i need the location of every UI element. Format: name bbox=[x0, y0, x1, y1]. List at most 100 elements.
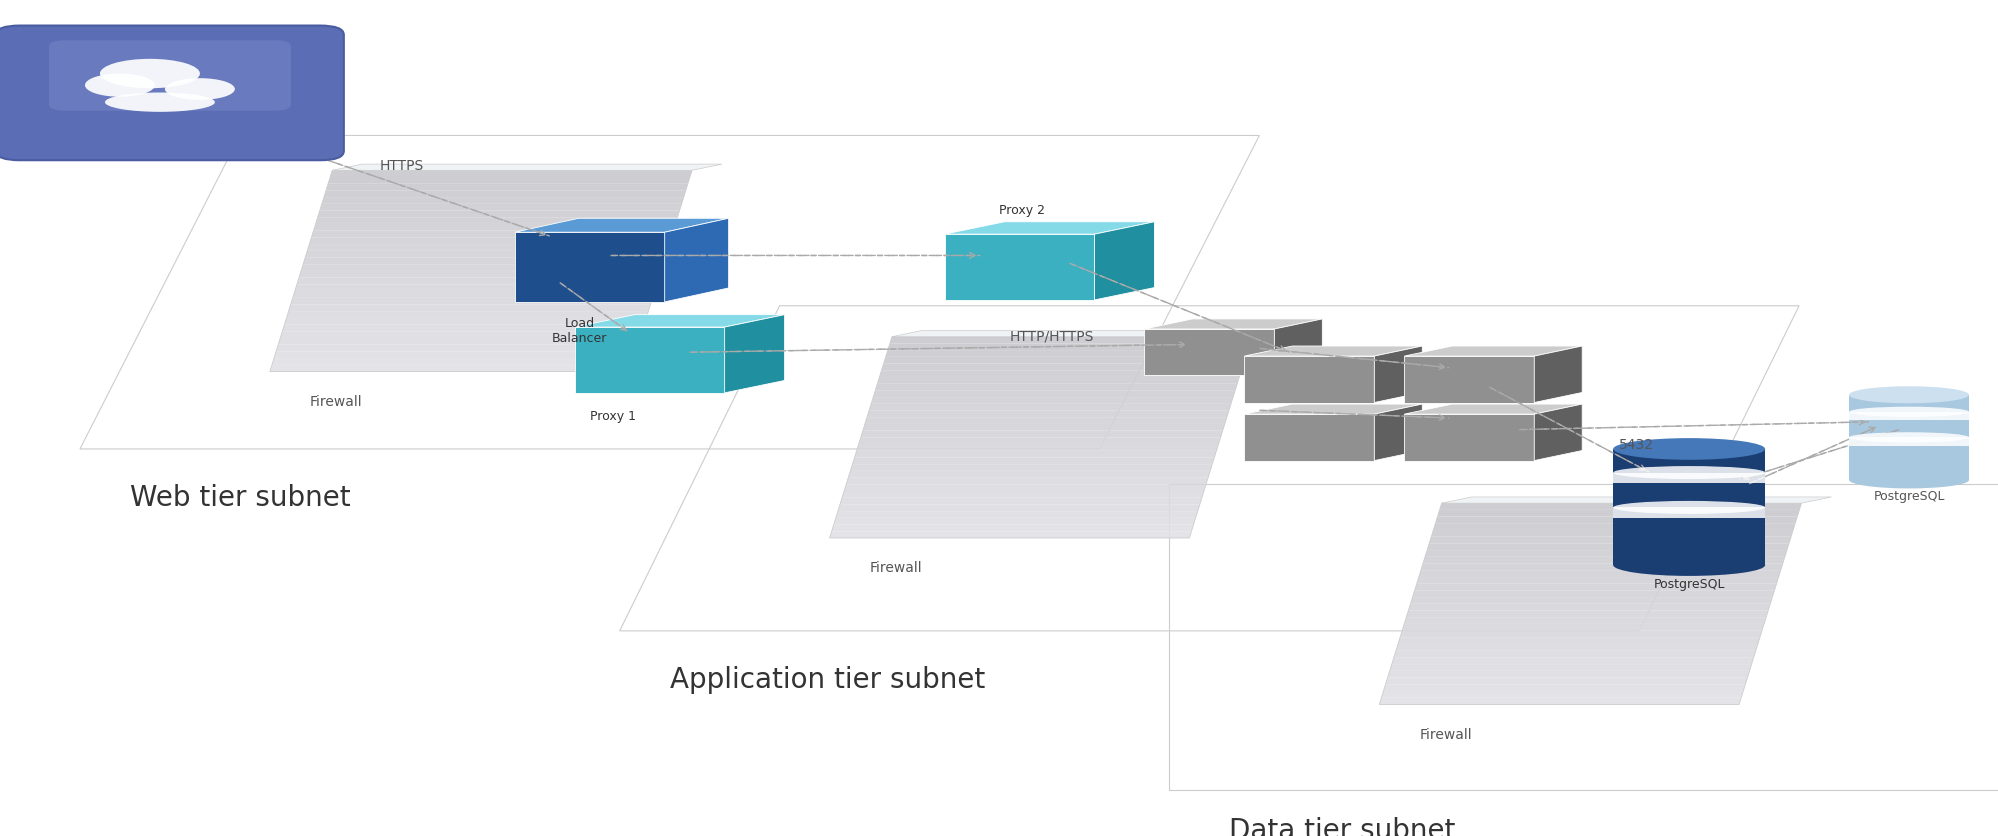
Polygon shape bbox=[1383, 685, 1744, 691]
Polygon shape bbox=[1612, 472, 1764, 483]
Ellipse shape bbox=[106, 93, 216, 112]
Polygon shape bbox=[1417, 577, 1778, 584]
Polygon shape bbox=[1385, 677, 1746, 685]
Polygon shape bbox=[1399, 630, 1760, 637]
Polygon shape bbox=[873, 390, 1235, 397]
Polygon shape bbox=[320, 204, 681, 211]
Polygon shape bbox=[1403, 356, 1534, 402]
Polygon shape bbox=[879, 370, 1241, 377]
Polygon shape bbox=[891, 330, 1281, 337]
Polygon shape bbox=[945, 222, 1155, 234]
Polygon shape bbox=[1375, 404, 1423, 461]
Text: Firewall: Firewall bbox=[310, 395, 362, 409]
Polygon shape bbox=[1393, 650, 1754, 657]
Polygon shape bbox=[280, 331, 641, 338]
Polygon shape bbox=[314, 224, 675, 231]
Text: HTTPS: HTTPS bbox=[380, 160, 424, 173]
Polygon shape bbox=[857, 444, 1219, 451]
Polygon shape bbox=[851, 457, 1213, 464]
Polygon shape bbox=[887, 344, 1249, 350]
Polygon shape bbox=[1143, 329, 1275, 375]
Text: Load
Balancer: Load Balancer bbox=[551, 318, 607, 345]
Polygon shape bbox=[847, 471, 1209, 477]
Polygon shape bbox=[300, 271, 661, 278]
Polygon shape bbox=[284, 318, 645, 324]
Polygon shape bbox=[274, 351, 635, 358]
Polygon shape bbox=[863, 424, 1225, 431]
Polygon shape bbox=[1411, 597, 1772, 604]
Polygon shape bbox=[1397, 637, 1758, 644]
Polygon shape bbox=[881, 364, 1243, 370]
Ellipse shape bbox=[1612, 554, 1764, 576]
Polygon shape bbox=[1245, 414, 1375, 461]
Polygon shape bbox=[831, 524, 1193, 531]
Text: PostgreSQL: PostgreSQL bbox=[1652, 579, 1724, 591]
Polygon shape bbox=[829, 531, 1191, 538]
Polygon shape bbox=[1413, 590, 1774, 597]
Polygon shape bbox=[294, 284, 657, 291]
Ellipse shape bbox=[1848, 432, 1968, 442]
Polygon shape bbox=[324, 191, 685, 197]
Polygon shape bbox=[861, 431, 1223, 437]
Polygon shape bbox=[849, 464, 1211, 471]
Polygon shape bbox=[288, 304, 649, 311]
Polygon shape bbox=[1387, 670, 1748, 677]
Polygon shape bbox=[843, 484, 1205, 491]
Ellipse shape bbox=[1612, 501, 1764, 514]
Polygon shape bbox=[328, 177, 689, 184]
Polygon shape bbox=[1403, 404, 1582, 414]
Polygon shape bbox=[869, 404, 1231, 410]
FancyBboxPatch shape bbox=[50, 40, 292, 110]
Polygon shape bbox=[845, 477, 1207, 484]
Polygon shape bbox=[839, 497, 1201, 504]
Polygon shape bbox=[515, 232, 663, 302]
Polygon shape bbox=[1419, 570, 1780, 577]
Polygon shape bbox=[1431, 530, 1792, 537]
Polygon shape bbox=[1437, 510, 1798, 517]
Polygon shape bbox=[1391, 657, 1752, 664]
Polygon shape bbox=[885, 350, 1247, 357]
Polygon shape bbox=[663, 218, 727, 302]
Polygon shape bbox=[867, 410, 1229, 417]
Ellipse shape bbox=[84, 74, 156, 97]
Polygon shape bbox=[1848, 437, 1968, 446]
Polygon shape bbox=[272, 358, 633, 364]
Polygon shape bbox=[1245, 404, 1423, 414]
Text: 5432: 5432 bbox=[1618, 438, 1654, 452]
Polygon shape bbox=[308, 244, 669, 251]
Polygon shape bbox=[1275, 319, 1323, 375]
Polygon shape bbox=[1534, 404, 1582, 461]
Polygon shape bbox=[270, 364, 631, 371]
Polygon shape bbox=[1375, 346, 1423, 402]
Text: PostgreSQL: PostgreSQL bbox=[1872, 490, 1944, 503]
Polygon shape bbox=[1095, 222, 1155, 300]
Polygon shape bbox=[302, 264, 663, 271]
Polygon shape bbox=[1612, 507, 1764, 518]
Ellipse shape bbox=[1848, 386, 1968, 403]
Text: Data tier subnet: Data tier subnet bbox=[1229, 817, 1455, 836]
Polygon shape bbox=[1395, 644, 1756, 650]
Polygon shape bbox=[1407, 610, 1768, 617]
Polygon shape bbox=[1848, 412, 1968, 421]
Polygon shape bbox=[1403, 346, 1582, 356]
Polygon shape bbox=[312, 231, 673, 237]
Polygon shape bbox=[1429, 537, 1790, 543]
Polygon shape bbox=[322, 197, 683, 204]
Polygon shape bbox=[1409, 604, 1770, 610]
Polygon shape bbox=[1534, 346, 1582, 402]
Ellipse shape bbox=[1848, 472, 1968, 488]
Text: Proxy 1: Proxy 1 bbox=[589, 410, 635, 423]
Ellipse shape bbox=[164, 79, 236, 99]
Text: Web tier subnet: Web tier subnet bbox=[130, 484, 350, 512]
Polygon shape bbox=[1389, 664, 1750, 670]
Polygon shape bbox=[1379, 698, 1740, 705]
Polygon shape bbox=[1381, 691, 1742, 698]
Polygon shape bbox=[282, 324, 643, 331]
Text: Firewall: Firewall bbox=[1419, 727, 1471, 742]
Polygon shape bbox=[877, 377, 1239, 384]
Polygon shape bbox=[1435, 517, 1796, 523]
Polygon shape bbox=[1415, 584, 1776, 590]
Polygon shape bbox=[1143, 319, 1323, 329]
Text: HTTP/HTTPS: HTTP/HTTPS bbox=[1009, 329, 1093, 344]
Polygon shape bbox=[326, 184, 687, 191]
